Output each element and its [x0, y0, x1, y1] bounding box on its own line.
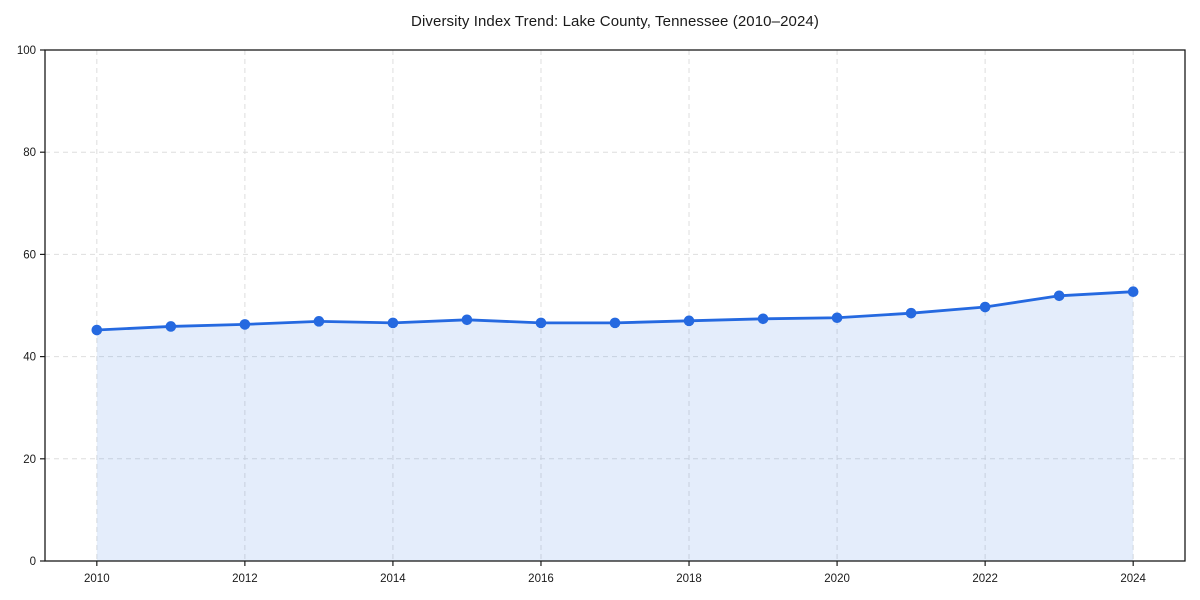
x-tick-label: 2024	[1120, 573, 1146, 585]
x-tick-label: 2016	[528, 573, 554, 585]
data-point	[683, 315, 695, 327]
data-point	[609, 317, 621, 329]
x-tick-label: 2014	[380, 573, 406, 585]
data-point	[313, 316, 325, 327]
data-point	[91, 324, 103, 336]
x-tick-label: 2020	[824, 573, 850, 585]
chart-title: Diversity Index Trend: Lake County, Tenn…	[411, 13, 819, 30]
data-point	[461, 314, 473, 326]
y-tick-label: 20	[23, 454, 36, 466]
data-point	[387, 317, 399, 329]
area-fill	[96, 291, 1134, 561]
x-tick-label: 2012	[232, 573, 258, 585]
y-tick-label: 80	[23, 147, 36, 159]
y-tick-label: 40	[23, 352, 36, 364]
plot-border	[44, 49, 1186, 562]
data-point	[165, 321, 177, 332]
y-tick-label: 0	[30, 556, 36, 568]
data-point	[239, 319, 251, 330]
data-point	[979, 301, 991, 313]
y-tick-label: 60	[23, 249, 36, 261]
x-tick-label: 2018	[676, 573, 702, 585]
x-tick-label: 2022	[972, 573, 998, 585]
data-point	[831, 312, 843, 324]
data-point	[1053, 290, 1065, 302]
data-point	[535, 317, 547, 329]
data-point	[757, 313, 769, 325]
y-tick-label: 100	[17, 45, 36, 57]
data-point	[905, 307, 917, 319]
data-point	[1127, 286, 1139, 298]
x-tick-label: 2010	[84, 573, 110, 585]
